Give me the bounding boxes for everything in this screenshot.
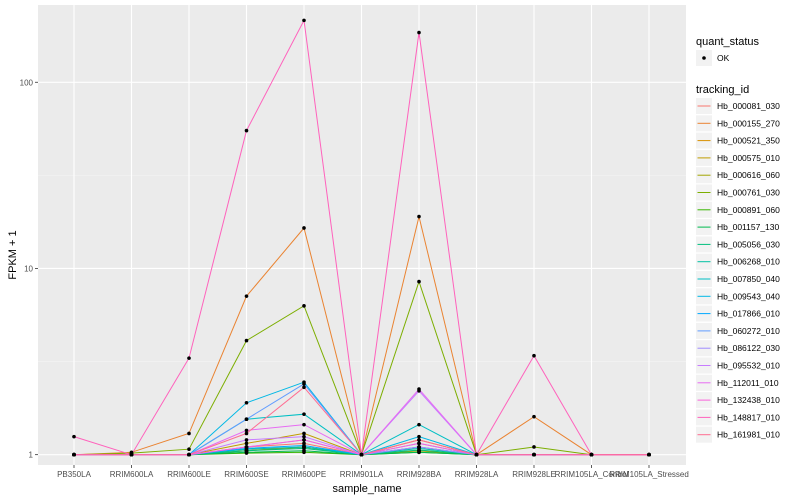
data-point-Hb_161981_010	[244, 431, 249, 436]
data-point-Hb_000155_270	[532, 414, 536, 419]
data-point-Hb_161981_010	[532, 452, 536, 457]
data-point-Hb_000761_030	[417, 279, 421, 284]
data-point-Hb_132438_010	[417, 441, 421, 446]
data-point-Hb_161981_010	[187, 452, 191, 457]
x-tick-label: RRIM600SE	[224, 470, 268, 479]
quant-status-legend-dot	[702, 56, 706, 60]
y-axis-title: FPKM + 1	[7, 230, 19, 279]
x-tick-label: RRIM600LA	[110, 470, 154, 479]
legend-label: Hb_112011_010	[717, 378, 779, 388]
data-point-Hb_161981_010	[72, 452, 76, 457]
x-tick-label: RRIM928BA	[397, 470, 442, 479]
data-point-Hb_000155_270	[187, 431, 191, 436]
y-tick-label: 10	[24, 264, 33, 273]
data-point-Hb_132438_010	[302, 438, 306, 442]
data-point-Hb_112011_010	[417, 387, 421, 391]
data-point-Hb_017866_010	[302, 443, 306, 448]
x-tick-label: RRIM105LA_Control	[555, 470, 629, 479]
x-tick-label: RRIM928LE	[512, 470, 556, 479]
data-point-Hb_132438_010	[244, 445, 249, 449]
axes: 1 10 100 PB350LA RRIM600LA RRIM600LE RRIM600SE…	[20, 78, 689, 479]
data-point-Hb_000761_030	[244, 338, 249, 343]
quant-status-legend-label: OK	[717, 53, 730, 63]
legend: quant_status OK tracking_id Hb_000081_03…	[696, 36, 780, 443]
data-point-Hb_148817_010	[417, 30, 421, 35]
legend-label: Hb_005056_030	[717, 239, 780, 249]
legend-label: Hb_007850_040	[717, 274, 780, 284]
data-point-Hb_007850_040	[302, 412, 306, 416]
data-point-Hb_148817_010	[532, 353, 536, 358]
x-tick-label: RRIM105LA_Stressed	[609, 470, 689, 479]
data-point-Hb_148817_010	[244, 128, 249, 133]
data-point-Hb_009543_040	[417, 434, 421, 439]
legend-label: Hb_000521_350	[717, 136, 780, 146]
data-point-Hb_000761_030	[302, 304, 306, 308]
y-tick-label: 1	[29, 451, 34, 460]
legend-label: Hb_000891_060	[717, 205, 780, 215]
data-point-Hb_161981_010	[129, 452, 134, 457]
legend-label: Hb_017866_010	[717, 309, 780, 319]
tracking-id-legend-title: tracking_id	[696, 84, 749, 96]
data-point-Hb_161981_010	[647, 452, 651, 457]
data-point-Hb_112011_010	[302, 422, 306, 427]
legend-label: Hb_009543_040	[717, 291, 780, 301]
x-tick-label: RRIM901LA	[340, 470, 384, 479]
legend-label: Hb_006268_010	[717, 257, 780, 267]
data-point-Hb_000761_030	[187, 447, 191, 451]
x-tick-label: PB350LA	[57, 470, 91, 479]
legend-label: Hb_000616_060	[717, 170, 780, 180]
legend-label: Hb_148817_010	[717, 412, 780, 422]
data-point-Hb_000155_270	[244, 294, 249, 298]
data-point-Hb_095532_010	[244, 438, 249, 442]
data-point-Hb_000575_010	[244, 441, 249, 446]
data-point-Hb_060272_010	[244, 417, 249, 422]
legend-label: Hb_161981_010	[717, 430, 780, 440]
legend-label: Hb_001157_130	[717, 222, 780, 232]
x-tick-label: RRIM928LA	[455, 470, 499, 479]
legend-label: Hb_060272_010	[717, 326, 780, 336]
data-point-Hb_161981_010	[474, 452, 479, 457]
data-point-Hb_009543_040	[244, 400, 249, 405]
data-point-Hb_000761_030	[532, 445, 536, 449]
y-tick-label: 100	[20, 78, 34, 87]
legend-label: Hb_000575_010	[717, 153, 780, 163]
data-point-Hb_000155_270	[302, 226, 306, 230]
data-point-Hb_000575_010	[302, 431, 306, 436]
x-tick-label: RRIM600LE	[167, 470, 211, 479]
data-point-Hb_148817_010	[302, 18, 306, 23]
data-point-Hb_161981_010	[417, 438, 421, 442]
legend-label: Hb_095532_010	[717, 361, 780, 371]
legend-label: Hb_000155_270	[717, 118, 780, 128]
quant-status-legend-title: quant_status	[696, 36, 759, 48]
data-point-Hb_161981_010	[302, 385, 306, 390]
data-point-Hb_148817_010	[187, 356, 191, 360]
legend-label: Hb_000761_030	[717, 188, 780, 198]
data-point-Hb_112011_010	[244, 428, 249, 433]
data-point-Hb_095532_010	[302, 434, 306, 439]
data-point-Hb_161981_010	[589, 452, 594, 457]
legend-label: Hb_000081_030	[717, 101, 780, 111]
data-point-Hb_000155_270	[417, 214, 421, 219]
data-point-Hb_007850_040	[417, 422, 421, 427]
legend-label: Hb_086122_030	[717, 343, 780, 353]
data-point-Hb_060272_010	[302, 382, 306, 386]
data-points	[72, 18, 651, 457]
data-point-Hb_161981_010	[359, 452, 364, 457]
data-point-Hb_148817_010	[72, 434, 76, 439]
data-point-Hb_086122_030	[417, 445, 421, 449]
x-axis-title: sample_name	[332, 483, 401, 495]
x-tick-label: RRIM600PE	[282, 470, 326, 479]
legend-label: Hb_132438_010	[717, 395, 780, 405]
